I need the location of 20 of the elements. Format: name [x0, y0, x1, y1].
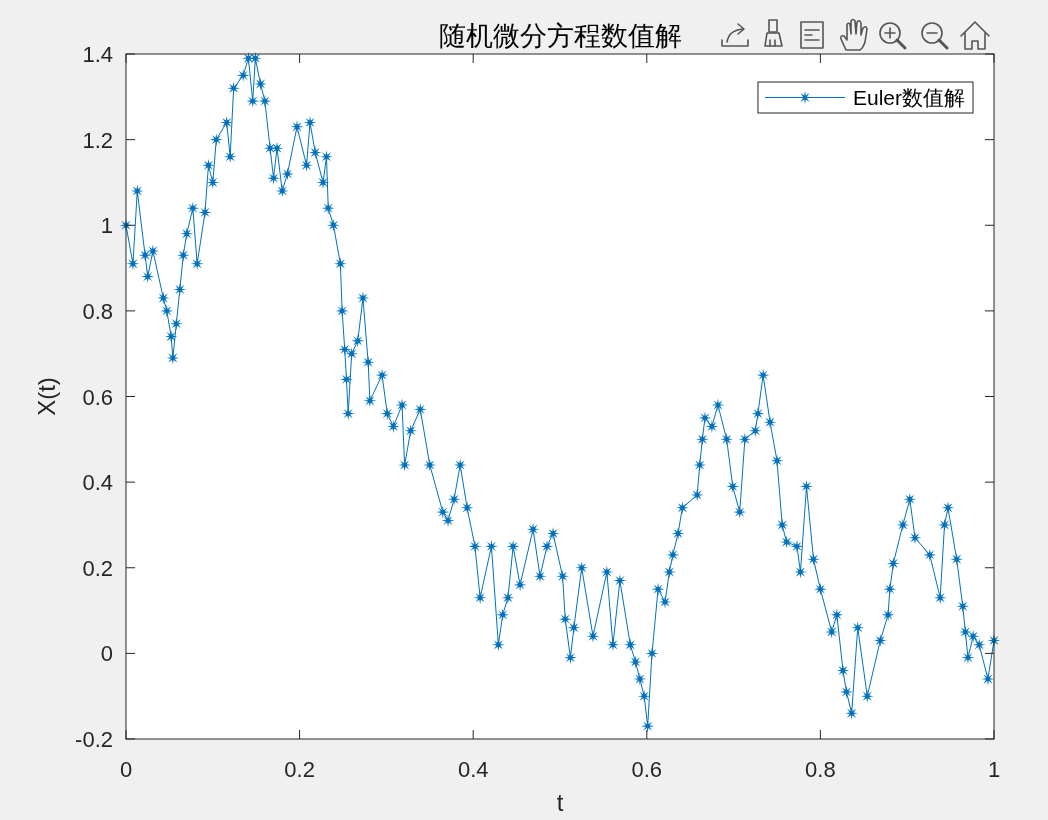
y-tick-label: 0.8	[82, 298, 113, 324]
x-tick-label: 0.6	[631, 757, 663, 782]
x-tick-label: 0	[119, 757, 133, 782]
y-tick-label: 1	[100, 213, 113, 239]
legend: Euler数值解	[757, 81, 974, 114]
legend-label: Euler数值解	[852, 85, 965, 109]
y-axis-title: X(t)	[33, 377, 60, 416]
y-tick-label: 1.2	[82, 127, 113, 153]
x-tick-label: 1	[987, 757, 1001, 782]
x-tick-label: 0.2	[284, 757, 315, 782]
y-tick-label: 0.2	[82, 555, 113, 581]
chart-title: 随机微分方程数值解	[438, 21, 682, 51]
x-axis-title: t	[556, 789, 564, 816]
y-tick-label: 1.4	[82, 42, 113, 67]
x-tick-label: 0.8	[805, 757, 836, 782]
x-tick-label: 0.4	[457, 757, 489, 782]
y-tick-label: 0.4	[82, 470, 113, 496]
y-tick-label: 0.6	[82, 384, 113, 410]
y-tick-label: -0.2	[75, 727, 113, 752]
y-tick-label: 0	[100, 641, 113, 667]
